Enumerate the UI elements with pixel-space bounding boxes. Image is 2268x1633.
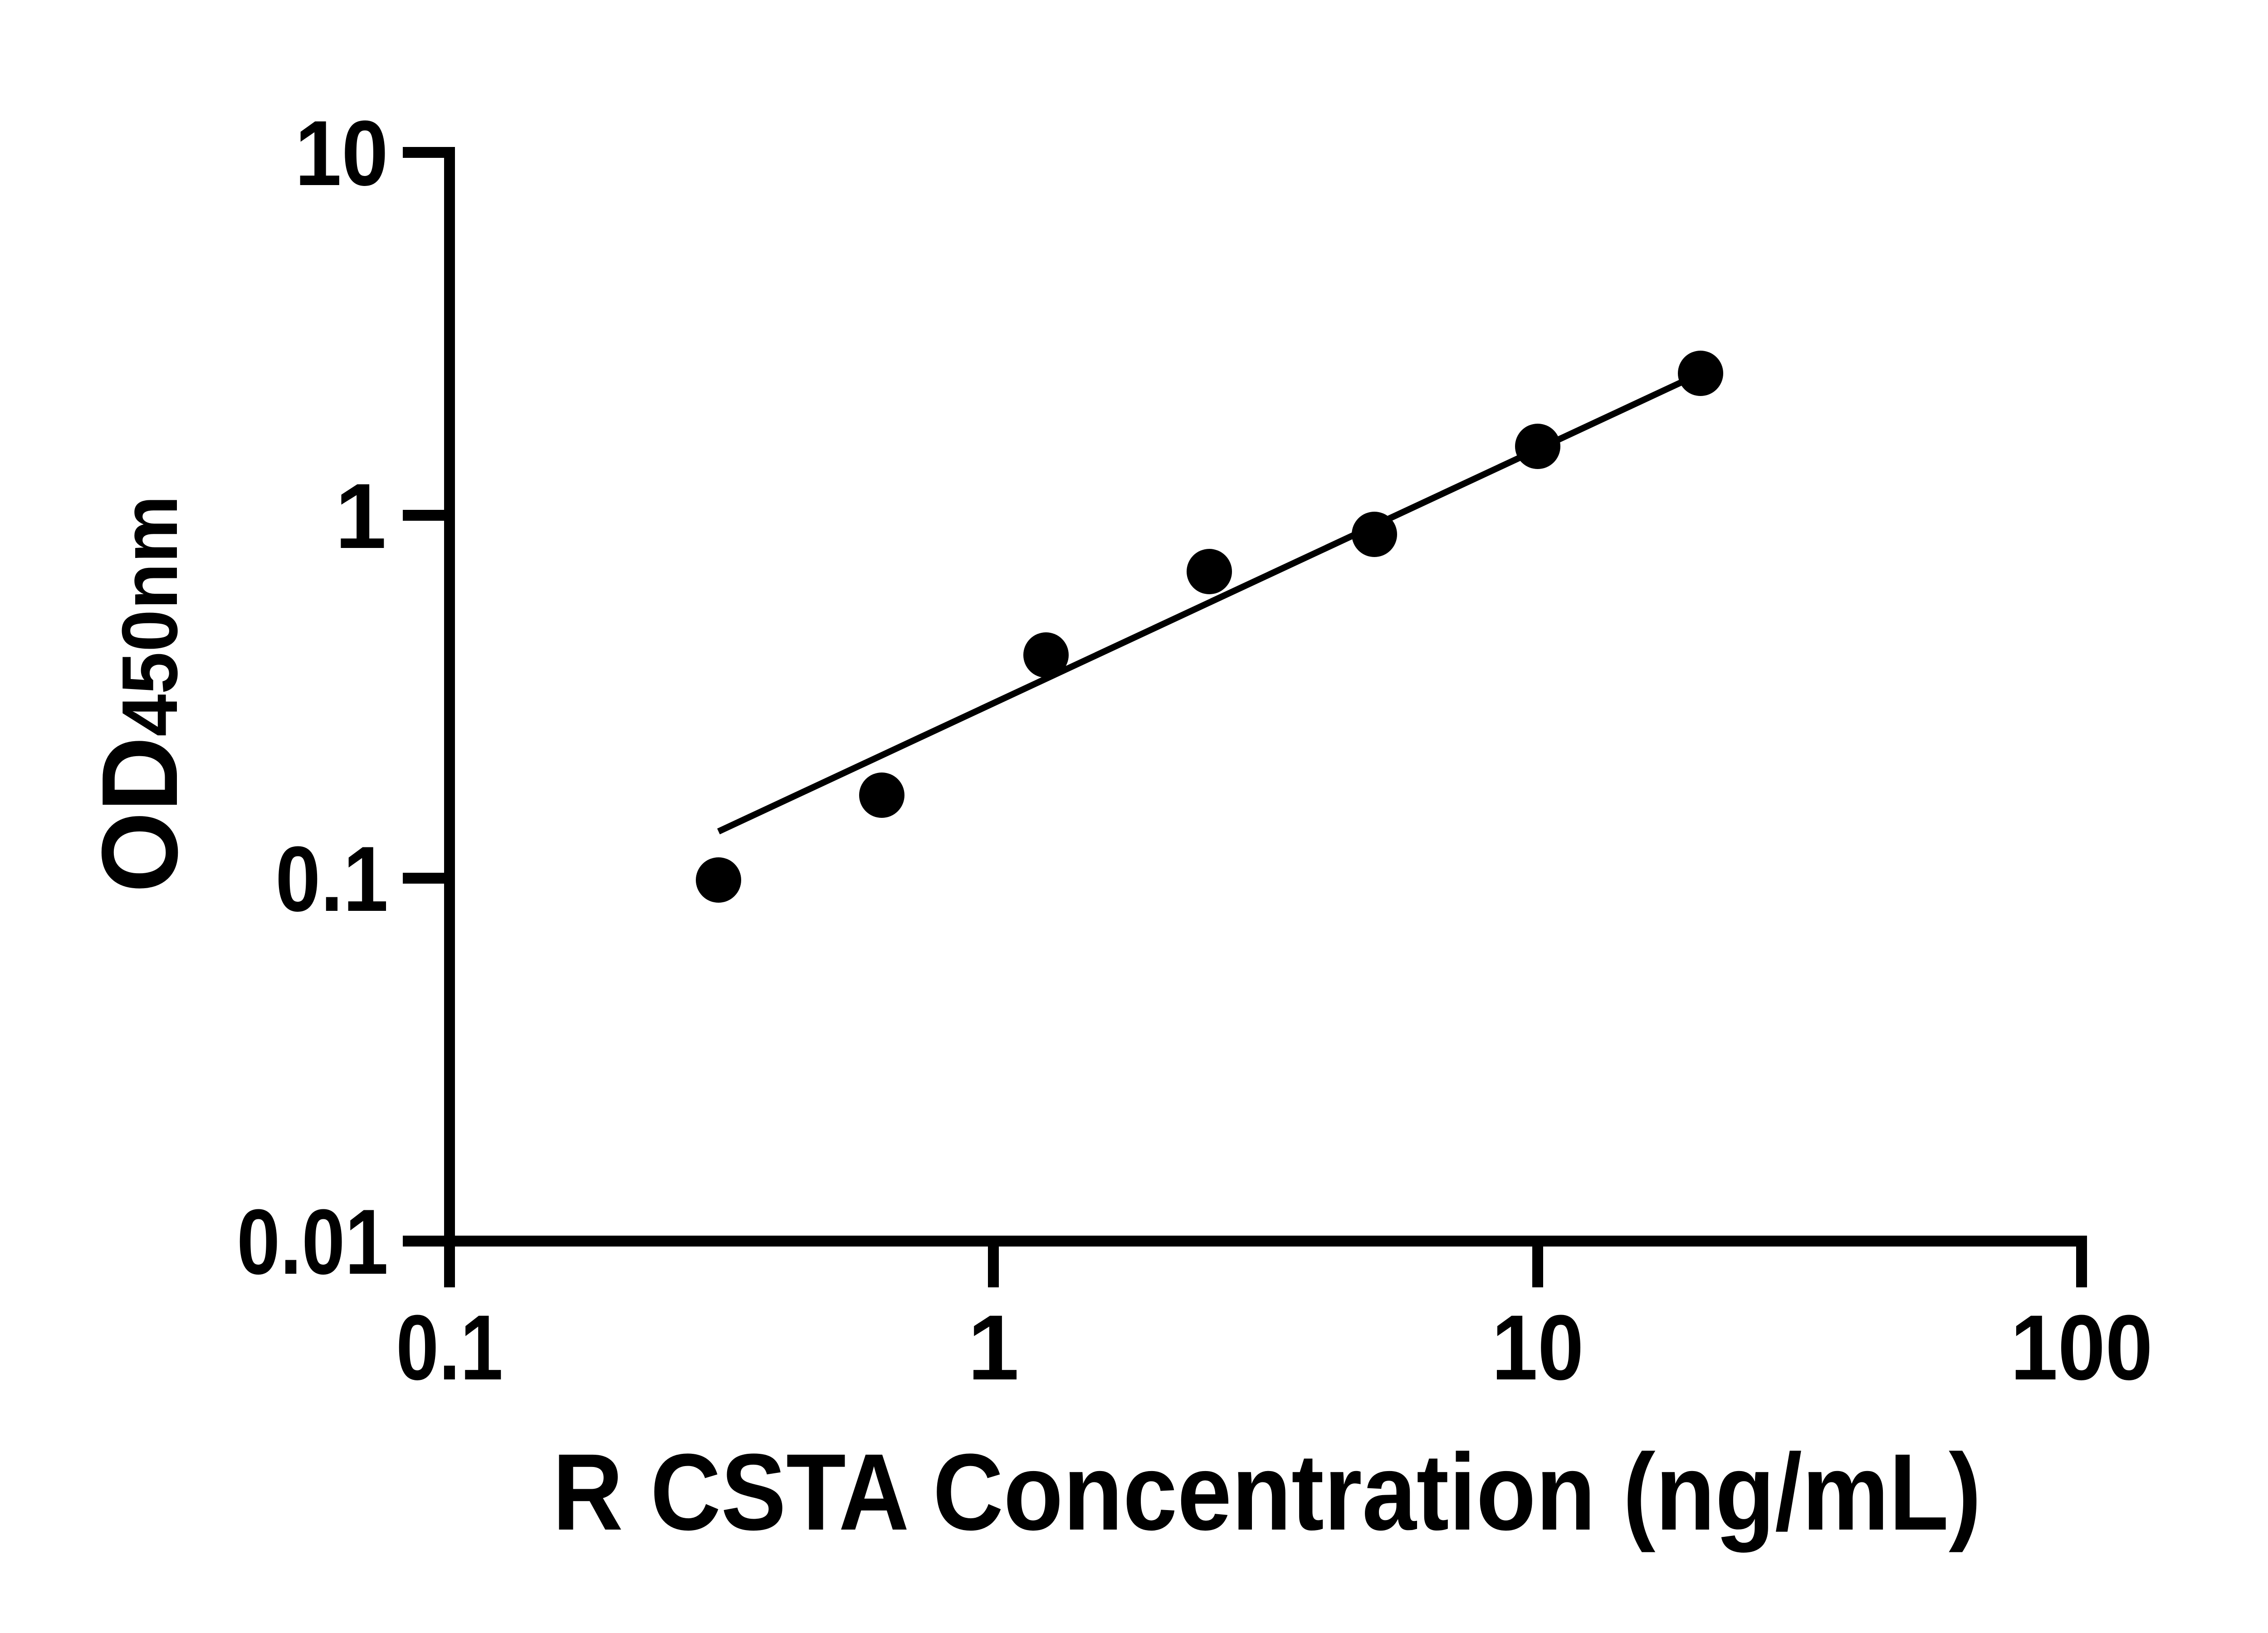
svg-text:1: 1 <box>968 1296 1019 1399</box>
svg-text:100: 100 <box>2010 1296 2153 1399</box>
svg-text:10: 10 <box>1492 1296 1584 1399</box>
svg-text:10: 10 <box>295 102 388 205</box>
svg-text:OD450nm: OD450nm <box>80 495 200 893</box>
svg-text:0.01: 0.01 <box>237 1190 388 1294</box>
svg-text:0.1: 0.1 <box>396 1296 503 1399</box>
svg-text:0.1: 0.1 <box>275 827 388 931</box>
svg-text:R CSTA Concentration (ng/mL): R CSTA Concentration (ng/mL) <box>552 1431 1981 1553</box>
svg-text:1: 1 <box>335 464 386 568</box>
